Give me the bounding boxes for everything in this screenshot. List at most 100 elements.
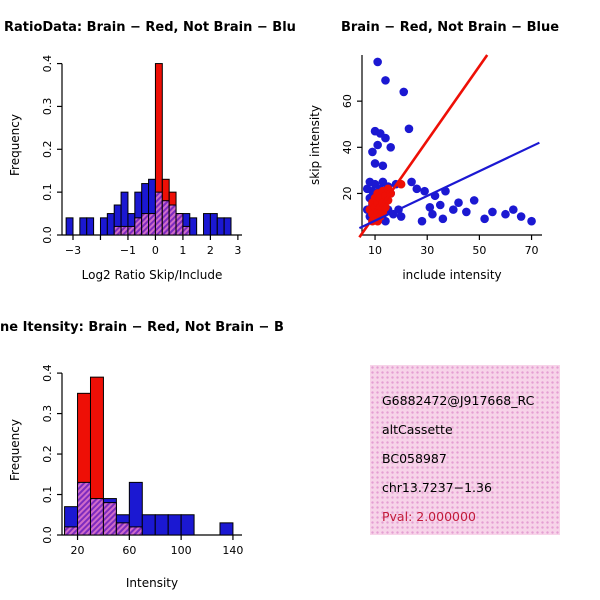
y-tick-label: 0.4	[41, 364, 54, 382]
scatter-point-blue	[396, 212, 406, 221]
info-line-locus: chr13.7237−1.36	[382, 480, 492, 495]
ratio-histogram-xlabel: Log2 Ratio Skip/Include	[81, 268, 223, 282]
hist-bar	[219, 522, 234, 536]
scatter-point-blue	[527, 216, 536, 226]
hist-bar-overlap	[168, 204, 177, 236]
y-tick-label: 0.4	[41, 55, 54, 72]
y-tick-label: 0.1	[41, 486, 54, 504]
hist-bar	[189, 217, 198, 236]
scatter-point-blue	[454, 198, 463, 207]
x-tick-label: 140	[222, 544, 243, 557]
scatter-point-blue	[501, 209, 510, 219]
scatter-point-blue	[480, 214, 489, 224]
x-tick-label: 0	[152, 244, 159, 257]
panel-ratio-histogram: RatioData: Brain − Red, Not Brain − Blu …	[0, 0, 300, 300]
scatter-xlabel: include intensity	[402, 268, 502, 282]
hist-bar	[154, 514, 169, 536]
ratio-histogram-plot: −3 −1 0 1 2 3 0.0 0.1 0.2 0.3 0.4	[41, 55, 242, 257]
scatter-point-blue	[425, 203, 435, 212]
scatter-point-blue	[386, 143, 395, 152]
y-tick-label: 0.0	[41, 226, 54, 244]
scatter-point-blue	[370, 159, 380, 168]
y-tick-label: 0.3	[41, 98, 54, 116]
scatter-point-blue	[449, 205, 458, 214]
panel-intensity-scatter: Brain − Red, Not Brain − Blue skip inten…	[300, 0, 600, 300]
hist-bar	[216, 217, 225, 236]
hist-bar	[106, 213, 115, 236]
hist-bar-overlap	[148, 213, 156, 236]
info-line-event-type: altCassette	[382, 422, 453, 437]
hist-bar-overlap	[115, 522, 130, 536]
hist-bar-overlap	[128, 526, 143, 536]
x-tick-label: −3	[65, 244, 81, 257]
hist-bar-overlap	[175, 213, 184, 236]
scatter-point-blue	[412, 184, 422, 194]
hist-bar-overlap	[141, 213, 150, 236]
hist-bar-overlap	[113, 225, 122, 236]
fit-line-blue	[358, 141, 540, 230]
hist-bar	[203, 213, 211, 236]
scatter-point-blue	[368, 147, 377, 157]
hist-bar	[180, 514, 195, 536]
x-tick-label: 50	[472, 244, 486, 257]
scatter-point-blue	[373, 57, 382, 67]
scatter-point-blue	[516, 212, 526, 221]
x-tick-label: 60	[122, 544, 136, 557]
x-tick-label: 1	[179, 244, 186, 257]
scatter-point-blue	[407, 177, 416, 187]
x-tick-label: −1	[120, 244, 136, 257]
hist-bar-overlap	[161, 200, 170, 236]
x-tick-label: 10	[368, 244, 382, 257]
ratio-histogram-title: RatioData: Brain − Red, Not Brain − Blu	[4, 20, 296, 35]
scatter-point-blue	[438, 214, 448, 224]
scatter-point-blue	[428, 209, 437, 219]
scatter-point-blue	[381, 133, 390, 143]
y-tick-label: 0.0	[41, 526, 54, 544]
scatter-point-blue	[399, 87, 409, 97]
scatter-point-blue	[462, 207, 471, 217]
panel-event-info: G6882472@J917668_RC altCassette BC058987…	[300, 300, 600, 600]
y-tick-label: 0.2	[41, 141, 54, 159]
info-box: G6882472@J917668_RC altCassette BC058987…	[370, 365, 560, 535]
scatter-point-blue	[404, 124, 414, 134]
scatter-point-blue	[417, 216, 427, 226]
scatter-point-blue	[469, 196, 479, 205]
intensity-histogram-title: ne Itensity: Brain − Red, Not Brain − B	[0, 320, 284, 335]
info-line-accession: BC058987	[382, 451, 447, 466]
hist-bar-overlap	[182, 225, 191, 236]
scatter-point-blue	[373, 140, 382, 150]
x-tick-label: 3	[234, 244, 241, 257]
info-line-pval: Pval: 2.000000	[382, 509, 476, 524]
y-tick-label: 0.2	[41, 445, 54, 463]
scatter-point-blue	[488, 207, 497, 217]
intensity-histogram-plot: 20 60 100 140 0.0 0.1 0.2 0.3 0.4	[41, 364, 243, 557]
hist-bar-overlap	[64, 526, 79, 536]
hist-bar	[167, 514, 182, 536]
y-tick-label: 0.1	[41, 183, 54, 201]
x-tick-label: 20	[71, 544, 85, 557]
scatter-point-blue	[420, 186, 429, 196]
hist-bar-overlap	[77, 481, 91, 536]
y-tick-label: 40	[341, 140, 354, 154]
intensity-histogram-xlabel: Intensity	[125, 576, 179, 590]
y-tick-label: 20	[341, 186, 354, 200]
y-tick-label: 60	[341, 94, 354, 108]
hist-bar-overlap	[134, 217, 143, 236]
hist-bar-overlap	[154, 191, 163, 236]
x-tick-label: 70	[525, 244, 539, 257]
scatter-point-blue	[509, 205, 518, 214]
x-tick-label: 100	[171, 544, 192, 557]
hist-bar	[65, 217, 74, 236]
hist-bar	[99, 217, 108, 236]
scatter-point-blue	[435, 200, 445, 210]
hist-bar-overlap	[127, 225, 136, 236]
scatter-plot: 10 30 50 70 20 40 60	[341, 54, 542, 257]
hist-bar-overlap	[120, 225, 129, 236]
scatter-point-blue	[381, 76, 390, 85]
x-tick-label: 2	[207, 244, 214, 257]
x-tick-label: 30	[420, 244, 434, 257]
fit-line-red	[358, 54, 489, 239]
hist-bar	[223, 217, 232, 236]
hist-bar-overlap	[102, 502, 117, 536]
